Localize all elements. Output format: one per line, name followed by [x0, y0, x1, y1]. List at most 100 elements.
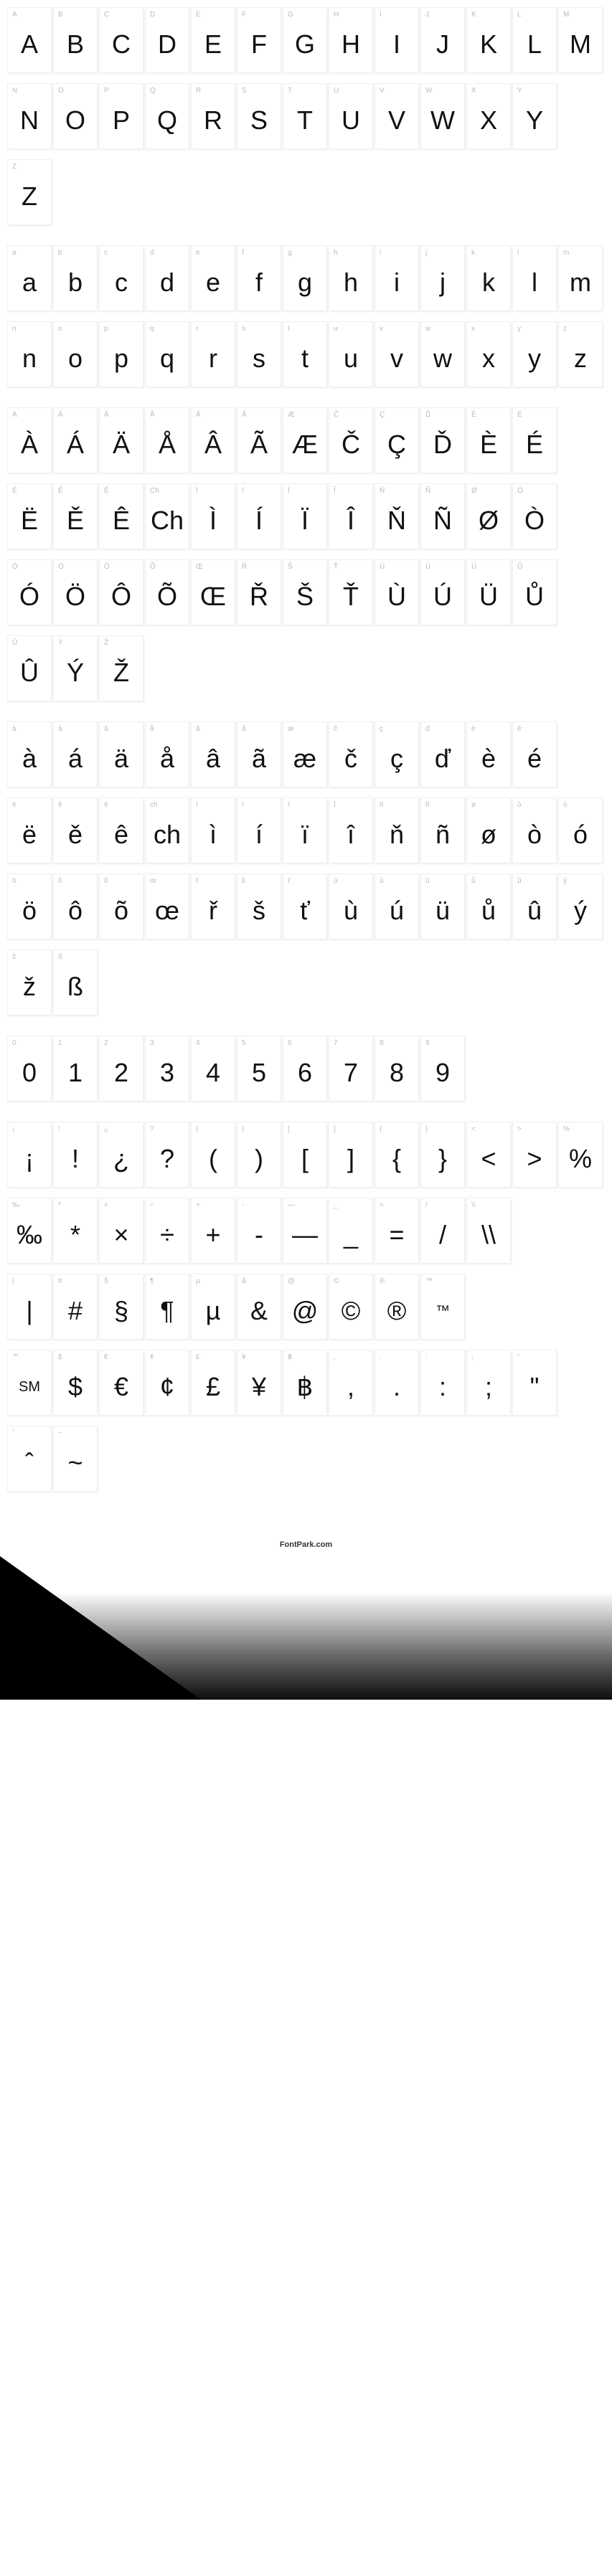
- glyph-display: 2: [100, 1051, 143, 1101]
- glyph-cell: ÖÖ: [53, 559, 98, 625]
- glyph-display: ý: [559, 889, 602, 939]
- glyph-cell: )): [237, 1122, 281, 1188]
- glyph-display: o: [54, 336, 97, 387]
- glyph-cell: õõ: [99, 873, 143, 939]
- glyph-cell: EE: [191, 7, 235, 73]
- glyph-cell: ÄÄ: [99, 407, 143, 473]
- glyph-display: ú: [375, 889, 418, 939]
- glyph-label: Q: [146, 84, 189, 98]
- glyph-display: ¿: [100, 1137, 143, 1187]
- glyph-row: 00112233445566778899: [7, 1036, 605, 1103]
- glyph-row: ÓÓÖÖÔÔÕÕŒŒŘŘŠŠŤŤÙÙÚÚÜÜŮŮ: [7, 559, 605, 627]
- glyph-display: ì: [192, 813, 235, 863]
- glyph-label: J: [421, 8, 464, 22]
- glyph-label: ú: [375, 874, 418, 889]
- glyph-display: ": [513, 1365, 556, 1415]
- glyph-cell: ĎĎ: [420, 407, 465, 473]
- glyph-display: %: [559, 1137, 602, 1187]
- glyph-display: 4: [192, 1051, 235, 1101]
- glyph-cell: òò: [512, 797, 557, 863]
- glyph-display: n: [8, 336, 51, 387]
- glyph-label: ň: [375, 798, 418, 813]
- glyph-label: Ch: [146, 484, 189, 498]
- glyph-cell: ss: [237, 321, 281, 387]
- glyph-row: ààááääååââããææččççďďèèéé: [7, 721, 605, 789]
- glyph-cell: ŮŮ: [512, 559, 557, 625]
- glyph-label: i: [375, 246, 418, 260]
- glyph-display: W: [421, 98, 464, 148]
- glyph-cell: TT: [283, 83, 327, 149]
- glyph-display: E: [192, 22, 235, 72]
- glyph-display: Ø: [467, 498, 510, 549]
- glyph-label: ;: [467, 1350, 510, 1365]
- glyph-display: O: [54, 98, 97, 148]
- glyph-label: ¥: [237, 1350, 281, 1365]
- glyph-display: ¶: [146, 1289, 189, 1339]
- section-gap: [7, 1502, 605, 1512]
- glyph-label: &: [237, 1274, 281, 1289]
- glyph-label: U: [329, 84, 372, 98]
- glyph-display: j: [421, 260, 464, 311]
- glyph-cell: qq: [145, 321, 189, 387]
- glyph-cell: čč: [329, 721, 373, 787]
- glyph-display: G: [283, 22, 326, 72]
- glyph-cell: OO: [53, 83, 98, 149]
- glyph-row: ℠SM$$€€¢¢££¥¥฿฿,,..::;;"": [7, 1350, 605, 1417]
- glyph-display: ch: [146, 813, 189, 863]
- glyph-display: Á: [54, 422, 97, 473]
- glyph-label: ä: [100, 722, 143, 737]
- glyph-label: û: [513, 874, 556, 889]
- glyph-display: ;: [467, 1365, 510, 1415]
- glyph-display: T: [283, 98, 326, 148]
- glyph-label: ®: [375, 1274, 418, 1289]
- glyph-label: h: [329, 246, 372, 260]
- glyph-cell: @@: [283, 1274, 327, 1340]
- glyph-cell: WW: [420, 83, 465, 149]
- glyph-cell: FF: [237, 7, 281, 73]
- glyph-display: 1: [54, 1051, 97, 1101]
- glyph-label: !: [54, 1122, 97, 1137]
- glyph-label: ì: [192, 798, 235, 813]
- glyph-cell: ฿฿: [283, 1350, 327, 1416]
- glyph-cell: mm: [558, 245, 603, 311]
- glyph-cell: èè: [466, 721, 511, 787]
- glyph-label: Ý: [54, 636, 97, 650]
- glyph-label: X: [467, 84, 510, 98]
- glyph-display: z: [559, 336, 602, 387]
- glyph-display: SM: [8, 1365, 51, 1415]
- glyph-label: É: [513, 408, 556, 422]
- glyph-display: ¥: [237, 1365, 281, 1415]
- glyph-display: A: [8, 22, 51, 72]
- glyph-label: Ô: [100, 560, 143, 574]
- glyph-display: L: [513, 22, 556, 72]
- glyph-label: 3: [146, 1036, 189, 1051]
- glyph-label: č: [329, 722, 372, 737]
- glyph-cell: ÃÃ: [237, 407, 281, 473]
- glyph-label: ï: [283, 798, 326, 813]
- glyph-label: ~: [54, 1426, 97, 1441]
- glyph-label: ÷: [146, 1198, 189, 1213]
- glyph-cell: ÛÛ: [7, 635, 52, 701]
- glyph-cell: ,,: [329, 1350, 373, 1416]
- glyph-display: ‰: [8, 1213, 51, 1263]
- glyph-label: =: [375, 1198, 418, 1213]
- glyph-cell: oo: [53, 321, 98, 387]
- glyph-cell: ÊÊ: [99, 483, 143, 549]
- glyph-label: ¿: [100, 1122, 143, 1137]
- glyph-label: l: [513, 246, 556, 260]
- glyph-cell: kk: [466, 245, 511, 311]
- glyph-label: ď: [421, 722, 464, 737]
- glyph-cell: ßß: [53, 950, 98, 1015]
- glyph-display: Ë: [8, 498, 51, 549]
- glyph-cell: UU: [329, 83, 373, 149]
- glyph-display: +: [192, 1213, 235, 1263]
- glyph-cell: ëë: [7, 797, 52, 863]
- glyph-label: ò: [513, 798, 556, 813]
- glyph-cell: ňň: [375, 797, 419, 863]
- glyph-cell: ŇŇ: [375, 483, 419, 549]
- glyph-display: ˆ: [8, 1441, 51, 1491]
- footer-attribution: FontPark.com: [0, 1512, 612, 1556]
- glyph-cell: ůů: [466, 873, 511, 939]
- glyph-cell: žž: [7, 950, 52, 1015]
- glyph-label: C: [100, 8, 143, 22]
